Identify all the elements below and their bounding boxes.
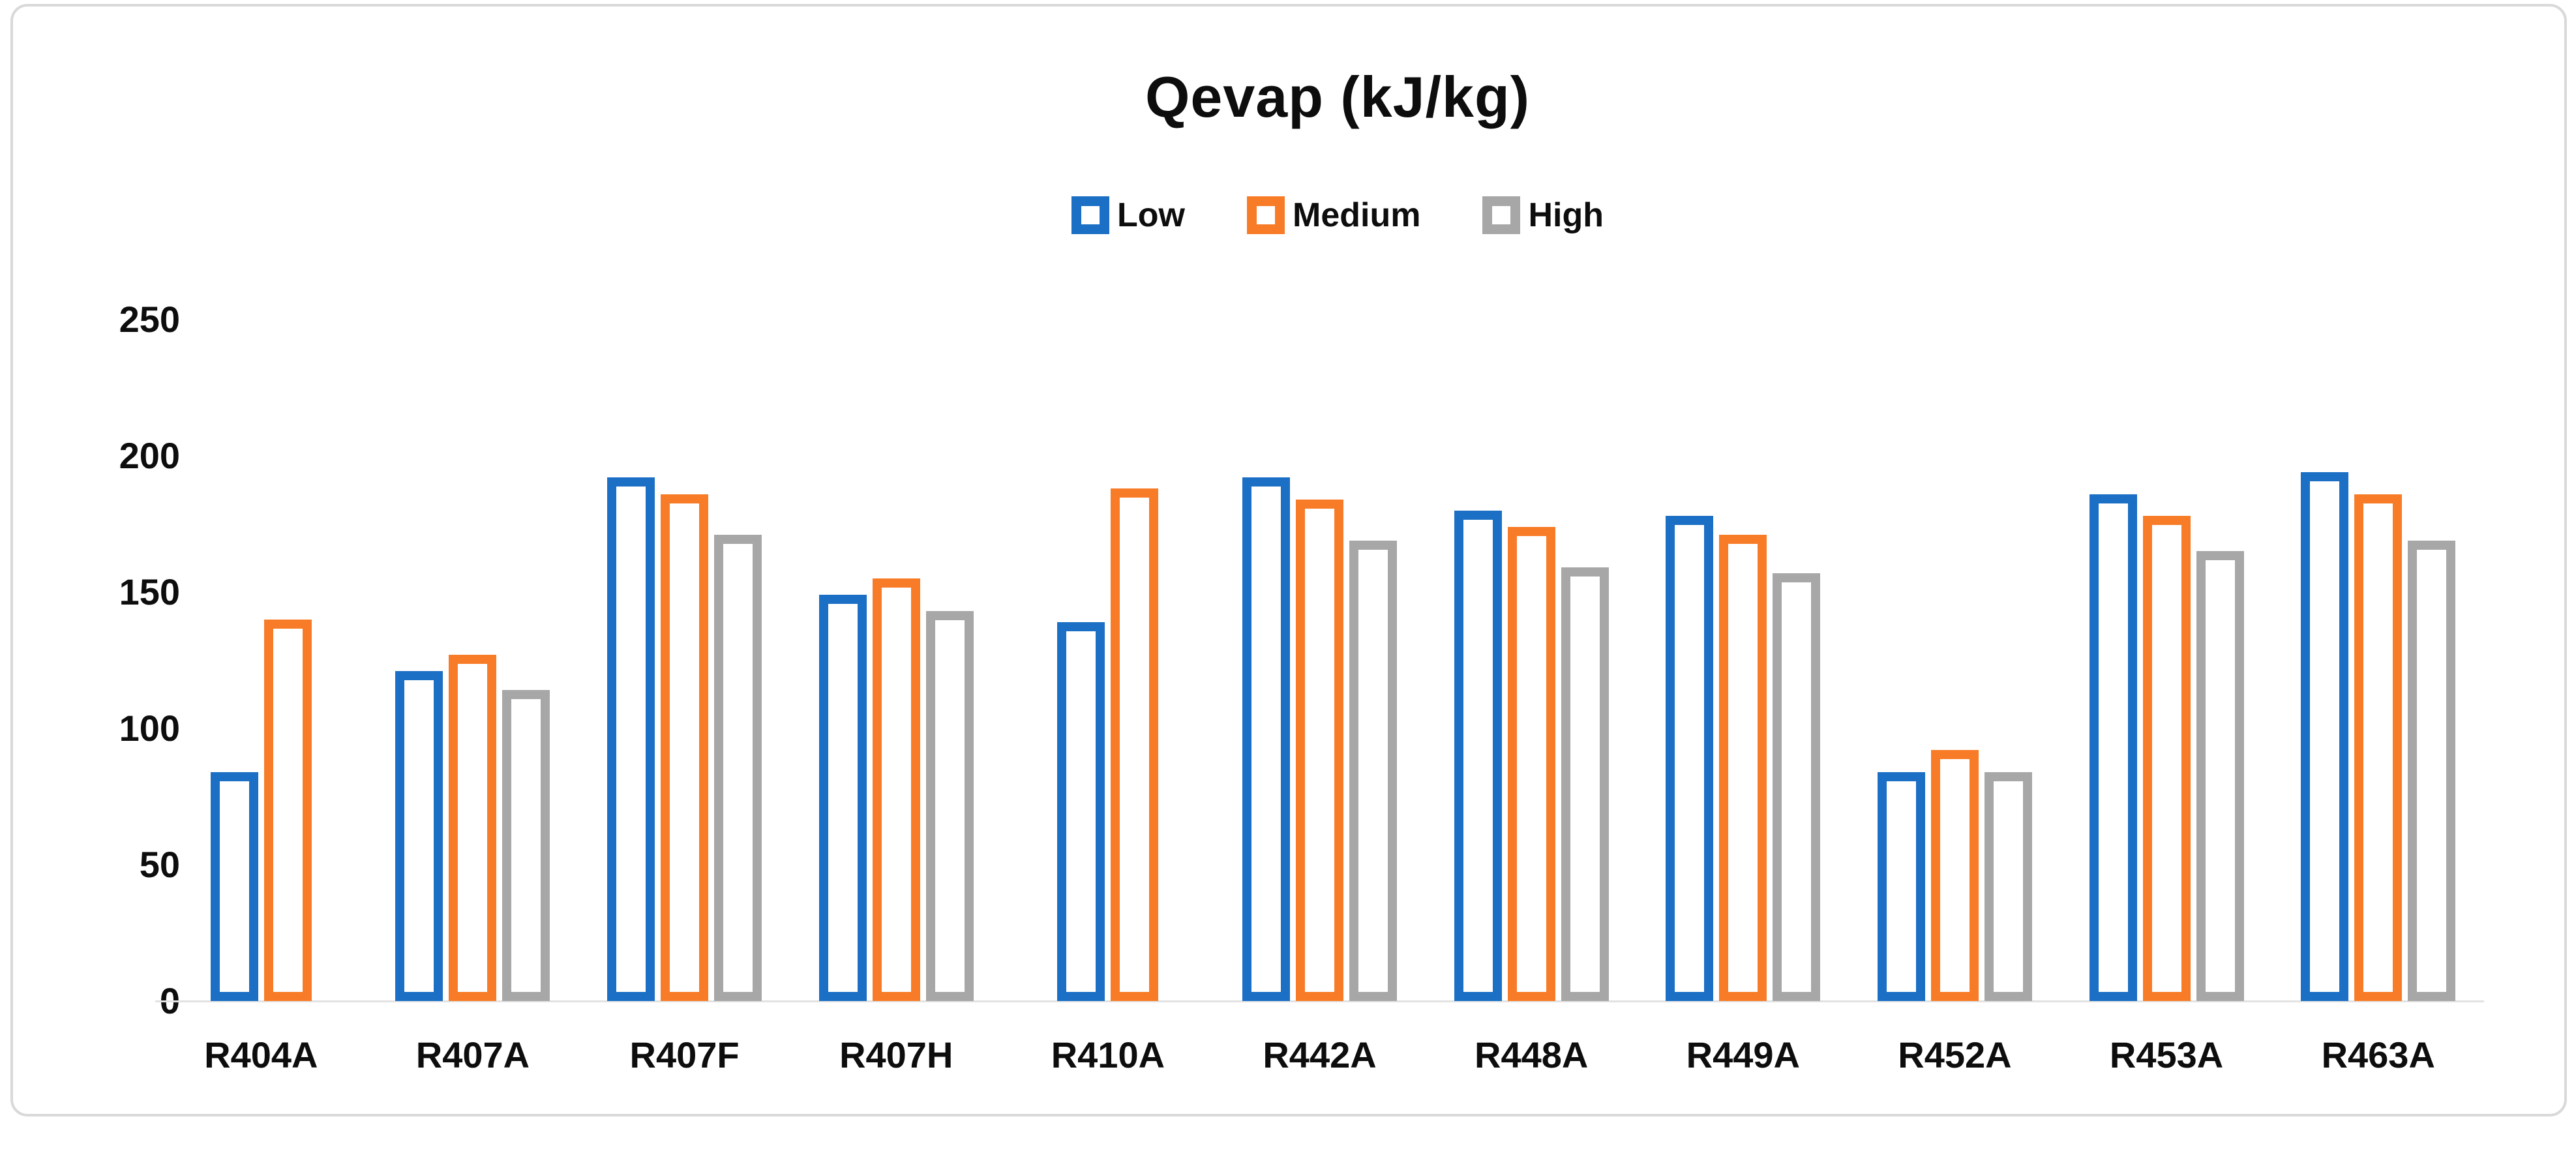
category-group-r463a (2272, 320, 2484, 1001)
bar-r452a-low (1877, 772, 1925, 1001)
x-axis-category-labels: R404A R407A R407F R407H R410A R442A R448A R449A… (155, 1034, 2484, 1076)
legend-label-low: Low (1117, 196, 1185, 234)
x-category-label-r404a: R404A (204, 1034, 318, 1075)
chart-title: Qevap (kJ/kg) (1145, 65, 1531, 129)
x-category-label-r407f: R407F (629, 1034, 740, 1075)
bar-r463a-low (2301, 472, 2349, 1001)
category-group-r407a (367, 320, 579, 1001)
x-category-label-r407h: R407H (839, 1034, 953, 1075)
x-category-label-r407a: R407A (415, 1034, 530, 1075)
x-category-label-r452a: R452A (1898, 1034, 2012, 1075)
bar-r452a-medium (1930, 750, 1979, 1001)
y-tick-label: 250 (119, 299, 180, 340)
legend-marker-high-icon (1482, 196, 1521, 234)
bar-r442a-high (1349, 541, 1398, 1001)
bar-r407f-low (607, 477, 655, 1001)
x-category-label-r449a: R449A (1686, 1034, 1800, 1075)
bar-r463a-high (2408, 541, 2456, 1001)
x-axis-line (155, 1000, 2484, 1002)
bar-r448a-low (1454, 511, 1502, 1001)
category-group-r442a (1214, 320, 1426, 1001)
bar-r449a-high (1773, 573, 1821, 1001)
x-category-label-r442a: R442A (1263, 1034, 1377, 1075)
bar-r453a-low (2089, 494, 2137, 1001)
y-tick-label: 150 (119, 571, 180, 612)
x-category-label-r448a: R448A (1475, 1034, 1589, 1075)
bar-r407a-high (502, 690, 550, 1001)
category-group-r448a (1426, 320, 1638, 1001)
legend-item-high: High (1482, 196, 1604, 235)
bar-r442a-medium (1296, 500, 1344, 1001)
legend: Low Medium High (111, 196, 2564, 235)
legend-label-high: High (1528, 196, 1604, 234)
legend-item-medium: Medium (1247, 196, 1420, 235)
bar-r449a-low (1666, 516, 1714, 1001)
bar-r449a-medium (1719, 535, 1767, 1001)
y-tick-label: 100 (119, 708, 180, 749)
bar-r407a-low (395, 671, 443, 1001)
category-group-r407f (578, 320, 790, 1001)
bar-r407f-high (714, 535, 762, 1001)
y-tick-label: 200 (119, 435, 180, 476)
bar-r404a-low (210, 772, 258, 1001)
bar-r463a-medium (2354, 494, 2403, 1001)
legend-marker-medium-icon (1247, 196, 1285, 234)
legend-label-medium: Medium (1293, 196, 1421, 234)
bar-r453a-high (2196, 551, 2244, 1001)
bar-r453a-medium (2142, 516, 2191, 1001)
x-category-label-r453a: R453A (2109, 1034, 2224, 1075)
y-tick-label: 50 (139, 844, 180, 885)
bar-r410a-low (1057, 622, 1105, 1001)
bar-r448a-medium (1507, 527, 1555, 1001)
bar-r442a-low (1242, 477, 1291, 1001)
category-group-r404a (155, 320, 367, 1001)
legend-marker-low-icon (1071, 196, 1110, 234)
x-category-label-r463a: R463A (2321, 1034, 2435, 1075)
bar-r407h-low (818, 595, 867, 1001)
bar-r407h-medium (872, 578, 920, 1001)
category-group-r410a (1002, 320, 1214, 1001)
category-group-r449a (1637, 320, 1849, 1001)
bar-r452a-high (1984, 772, 2032, 1001)
bar-r410a-medium (1111, 488, 1159, 1001)
bar-r407f-medium (661, 494, 709, 1001)
bar-r448a-high (1561, 567, 1609, 1001)
chart-frame: Qevap (kJ/kg) Low Medium High 0 50 100 150 200… (10, 4, 2567, 1116)
category-group-r407h (790, 320, 1002, 1001)
bar-r404a-medium (263, 620, 312, 1001)
category-group-r452a (1849, 320, 2061, 1001)
bar-r407h-high (925, 611, 974, 1001)
bar-r407a-medium (449, 655, 497, 1001)
plot-area (155, 320, 2484, 1001)
legend-item-low: Low (1071, 196, 1185, 235)
x-category-label-r410a: R410A (1051, 1034, 1165, 1075)
category-group-r453a (2061, 320, 2273, 1001)
